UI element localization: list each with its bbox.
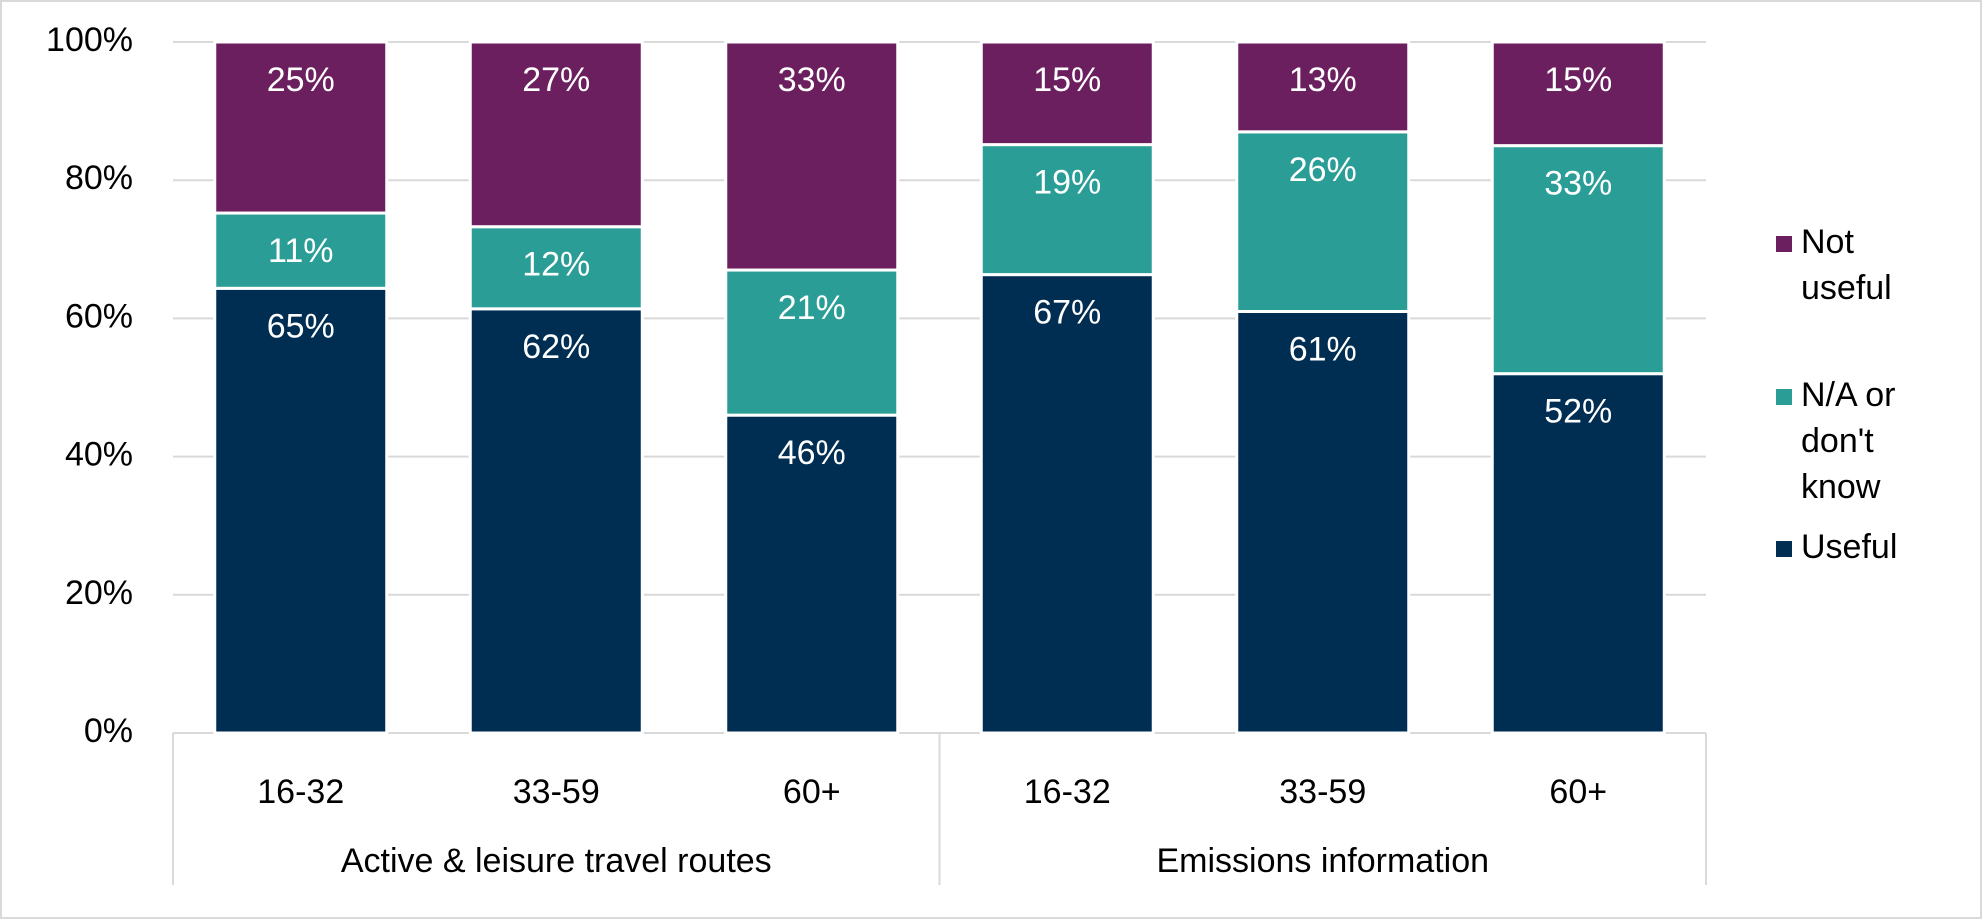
legend-label: Useful bbox=[1801, 528, 1897, 566]
bar-segment bbox=[1490, 144, 1666, 376]
bar-segment bbox=[213, 286, 389, 735]
bar-segment bbox=[1235, 130, 1411, 313]
bar-segment bbox=[724, 268, 900, 417]
group-label: Active & leisure travel routes bbox=[341, 842, 772, 880]
bar-segment bbox=[1235, 309, 1411, 735]
bar-segment bbox=[213, 211, 389, 290]
data-label: 62% bbox=[522, 328, 590, 366]
bar-segment bbox=[468, 307, 644, 735]
x-tick-label: 33-59 bbox=[513, 773, 600, 811]
data-label: 61% bbox=[1289, 330, 1357, 368]
legend-swatch bbox=[1776, 389, 1792, 405]
data-label: 25% bbox=[267, 61, 335, 99]
data-label: 11% bbox=[268, 232, 334, 270]
legend-label: Not bbox=[1801, 223, 1854, 261]
data-label: 13% bbox=[1289, 61, 1357, 99]
y-tick-label: 60% bbox=[65, 297, 133, 335]
bar-segment bbox=[979, 273, 1155, 735]
x-tick-label: 16-32 bbox=[1024, 773, 1111, 811]
legend-label: know bbox=[1801, 468, 1881, 506]
y-tick-label: 20% bbox=[65, 574, 133, 612]
x-tick-label: 33-59 bbox=[1279, 773, 1366, 811]
y-tick-label: 0% bbox=[84, 712, 133, 750]
data-label: 33% bbox=[778, 61, 846, 99]
bar-segment bbox=[979, 40, 1155, 147]
data-label: 15% bbox=[1033, 61, 1101, 99]
group-label: Emissions information bbox=[1156, 842, 1489, 880]
data-label: 52% bbox=[1544, 393, 1612, 431]
data-label: 67% bbox=[1033, 294, 1101, 332]
y-tick-label: 40% bbox=[65, 436, 133, 474]
data-label: 33% bbox=[1544, 165, 1612, 203]
legend-label: N/A or bbox=[1801, 376, 1895, 414]
data-label: 12% bbox=[522, 246, 590, 284]
data-label: 15% bbox=[1544, 61, 1612, 99]
bar-segment bbox=[979, 143, 1155, 277]
data-label: 46% bbox=[778, 434, 846, 472]
legend-swatch bbox=[1776, 541, 1792, 557]
bar-segment bbox=[1235, 40, 1411, 134]
legend-label: don't bbox=[1801, 422, 1874, 460]
bar-segment bbox=[724, 413, 900, 735]
bar-segment bbox=[1490, 372, 1666, 735]
bar-segment bbox=[724, 40, 900, 272]
bar-segment bbox=[468, 40, 644, 229]
data-label: 65% bbox=[267, 307, 335, 345]
y-tick-label: 80% bbox=[65, 159, 133, 197]
y-tick-label: 100% bbox=[46, 21, 133, 59]
x-tick-label: 16-32 bbox=[257, 773, 344, 811]
legend-label: useful bbox=[1801, 269, 1892, 307]
data-label: 19% bbox=[1033, 164, 1101, 202]
x-tick-label: 60+ bbox=[1549, 773, 1607, 811]
data-label: 21% bbox=[778, 289, 846, 327]
bar-segment bbox=[1490, 40, 1666, 148]
data-label: 27% bbox=[522, 61, 590, 99]
bar-segment bbox=[213, 40, 389, 215]
legend-swatch bbox=[1776, 236, 1792, 252]
x-tick-label: 60+ bbox=[783, 773, 841, 811]
data-label: 26% bbox=[1289, 151, 1357, 189]
